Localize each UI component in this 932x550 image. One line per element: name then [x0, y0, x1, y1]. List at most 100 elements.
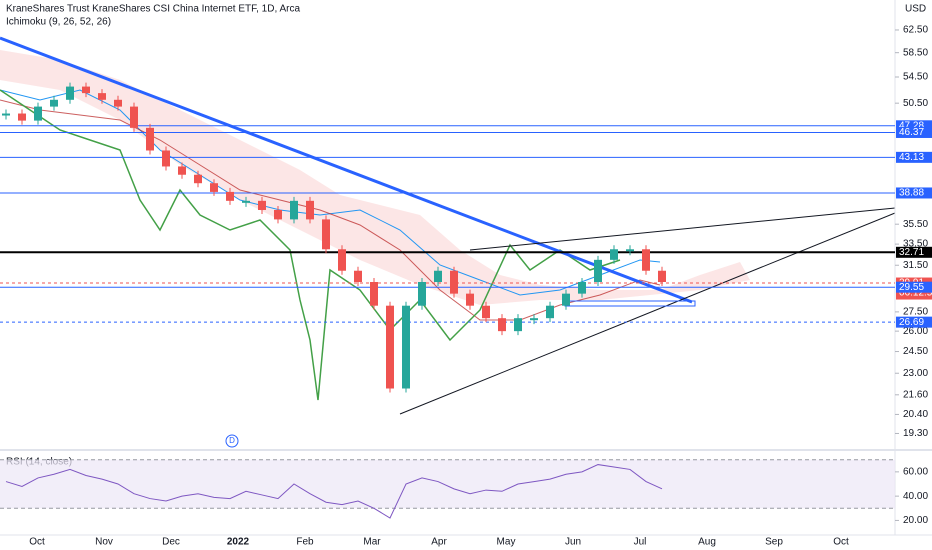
price-label-box [896, 281, 932, 293]
rsi-tick-label: 20.00 [903, 515, 928, 526]
candle [658, 270, 666, 283]
x-tick-label: Oct [833, 537, 849, 548]
y-tick-label: 20.40 [903, 409, 928, 420]
x-tick-label: May [497, 537, 516, 548]
rsi-tick-label: 40.00 [903, 491, 928, 502]
price-label: 47.28 [899, 120, 924, 131]
candle [498, 318, 506, 332]
candle [578, 282, 586, 294]
price-label: 26.69 [899, 317, 924, 328]
dividend-label: D [229, 436, 235, 445]
x-tick-label: Dec [162, 537, 180, 548]
candle [98, 93, 106, 100]
y-tick-label: 50.50 [903, 98, 928, 109]
candle [258, 200, 266, 210]
candle [290, 200, 298, 220]
y-tick-label: 58.50 [903, 47, 928, 58]
price-label: 43.13 [899, 152, 924, 163]
price-label-box [896, 316, 932, 328]
candle [402, 305, 410, 389]
candle [546, 305, 554, 319]
candle [594, 259, 602, 283]
candle [162, 150, 170, 167]
rsi-tick-label: 60.00 [903, 466, 928, 477]
x-tick-label: Aug [698, 537, 716, 548]
x-tick-label: Mar [363, 537, 381, 548]
y-tick-label: 24.50 [903, 346, 928, 357]
candle [530, 318, 538, 321]
lagging-span [0, 89, 621, 401]
currency: USD [905, 4, 926, 15]
rsi-line [5, 464, 663, 519]
y-tick-label: 33.50 [903, 239, 928, 250]
y-tick-label: 31.50 [903, 260, 928, 271]
candle [514, 318, 522, 332]
price-label-box [896, 187, 932, 199]
candle [18, 113, 26, 121]
price-label-box [896, 120, 932, 132]
candle [114, 99, 122, 107]
rsi-band-fill [0, 459, 895, 509]
candle [178, 166, 186, 175]
candle [626, 249, 634, 252]
candle [274, 209, 282, 220]
candle [434, 270, 442, 283]
dividend-marker[interactable] [225, 434, 239, 448]
triangle-lower [399, 212, 896, 415]
candle [306, 200, 314, 220]
candle [322, 219, 330, 250]
indicator-label: Ichimoku (9, 26, 52, 26) [6, 17, 111, 28]
x-tick-label: Jul [634, 537, 647, 548]
price-label: 29.55 [899, 282, 924, 293]
candle [370, 282, 378, 306]
x-tick-label: Feb [296, 537, 314, 548]
price-label-box [896, 126, 932, 138]
candle [354, 270, 362, 283]
candle [210, 183, 218, 192]
x-tick-label: Apr [431, 537, 447, 548]
price-label-box [896, 246, 932, 258]
x-tick-label: Nov [95, 537, 113, 548]
candle [50, 99, 58, 107]
price-label: 38.88 [899, 188, 924, 199]
candle [466, 293, 474, 306]
y-tick-label: 21.60 [903, 389, 928, 400]
candle [450, 270, 458, 294]
candle [130, 106, 138, 128]
candle [66, 86, 74, 100]
candle [226, 191, 234, 201]
trend-line [0, 36, 693, 304]
price-label: 46.37 [899, 127, 924, 138]
candle [242, 200, 250, 203]
chart-title: KraneShares Trust KraneShares CSI China … [6, 4, 300, 15]
x-tick-label: Sep [765, 537, 783, 548]
countdown: 06:12:52 [899, 288, 932, 299]
x-tick-label: Jun [565, 537, 581, 548]
y-tick-label: 54.50 [903, 72, 928, 83]
triangle-upper [469, 207, 896, 251]
candle [386, 305, 394, 389]
y-tick-label: 19.30 [903, 428, 928, 439]
candle [610, 249, 618, 260]
candle [482, 305, 490, 319]
y-tick-label: 26.00 [903, 326, 928, 337]
candle [562, 293, 570, 306]
candle [642, 249, 650, 271]
x-tick-label: Oct [29, 537, 45, 548]
candle [194, 174, 202, 184]
y-tick-label: 23.00 [903, 368, 928, 379]
price-label: 32.71 [899, 247, 924, 258]
candle [82, 86, 90, 94]
price-label-box [896, 151, 932, 163]
ichimoku-cloud [0, 50, 750, 305]
y-tick-label: 62.50 [903, 25, 928, 36]
y-tick-label: 35.50 [903, 219, 928, 230]
y-tick-label: 27.50 [903, 307, 928, 318]
candle [338, 249, 346, 271]
x-tick-label: 2022 [227, 537, 250, 548]
candle [34, 106, 42, 121]
candle [418, 282, 426, 306]
candle [2, 113, 10, 116]
candle [146, 127, 154, 151]
